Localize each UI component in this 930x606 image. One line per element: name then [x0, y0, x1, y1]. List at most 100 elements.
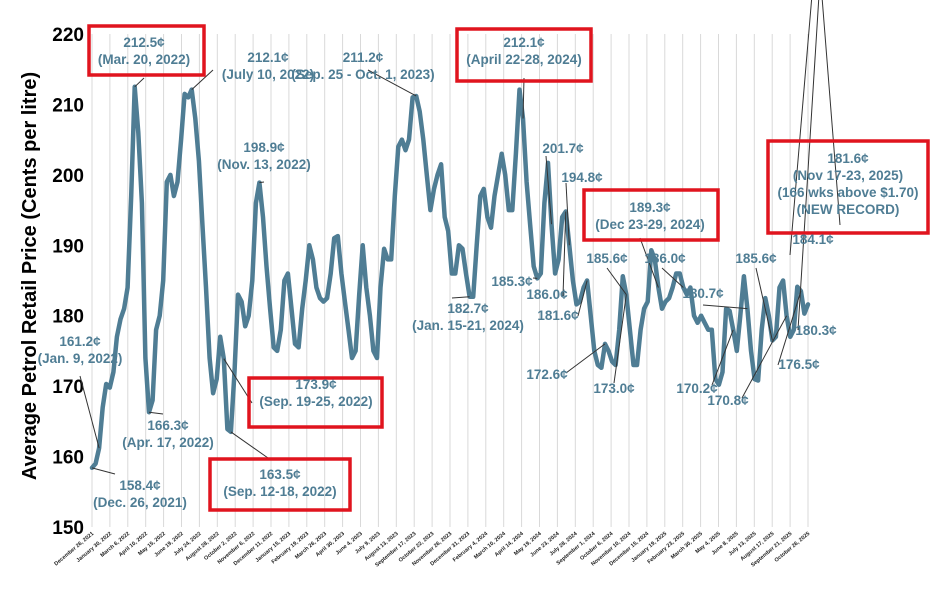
annotation-date: (Dec 23-29, 2024)	[595, 217, 705, 232]
leader-line	[661, 267, 684, 288]
y-tick-label: 220	[52, 25, 84, 46]
annotation-value: 198.9¢	[243, 140, 285, 155]
y-tick-label: 160	[52, 448, 84, 469]
annotation: 201.7¢	[542, 141, 584, 156]
annotation-value: 170.2¢	[676, 381, 718, 396]
annotation: 184.1¢	[792, 232, 834, 247]
annotation: 185.6¢	[735, 251, 777, 266]
y-axis-title: Average Petrol Retail Price (Cents per l…	[19, 72, 41, 480]
highlight-box	[455, 27, 593, 83]
annotation-date: (NEW RECORD)	[797, 202, 900, 217]
annotation-value: 184.1¢	[792, 232, 834, 247]
y-tick-label: 200	[52, 166, 84, 187]
annotation: 173.0¢	[593, 381, 635, 396]
annotation-date: (Apr. 17, 2022)	[122, 435, 214, 450]
highlight-box	[247, 376, 384, 429]
annotation: 181.6¢ (Nov 17-23, 2025) (166 wks above $1…	[777, 151, 918, 217]
annotation-value: 166.3¢	[147, 418, 189, 433]
highlight-box	[87, 24, 206, 77]
leader-line	[789, 0, 813, 256]
annotation-date: (Nov. 13, 2022)	[217, 157, 311, 172]
leader-line	[522, 77, 525, 119]
annotation-value: 173.0¢	[593, 381, 635, 396]
annotation: 185.6¢	[586, 251, 628, 266]
annotation-date: (Jan. 15-21, 2024)	[412, 318, 524, 333]
y-tick-label: 210	[52, 95, 84, 116]
annotation-leader-lines	[79, 0, 841, 475]
y-tick-label: 180	[52, 307, 84, 328]
leader-line	[451, 296, 470, 299]
leader-line	[797, 0, 820, 331]
annotation: 158.4¢ (Dec. 26, 2021)	[93, 478, 187, 510]
annotation-value: 201.7¢	[542, 141, 584, 156]
annotation: 186.0¢	[644, 251, 686, 266]
leader-line	[367, 69, 417, 97]
leader-line	[565, 343, 606, 374]
annotation-date: (Mar. 20, 2022)	[98, 52, 190, 67]
annotation-date: (Dec. 26, 2021)	[93, 495, 187, 510]
annotation: 161.2¢ (Jan. 9, 2022)	[38, 334, 123, 366]
annotation: 186.0¢	[526, 287, 568, 302]
y-tick-label: 150	[52, 518, 84, 539]
highlight-boxes	[87, 24, 930, 512]
annotation: 176.5¢	[778, 357, 820, 372]
annotation-value: 181.6¢	[827, 151, 869, 166]
annotation: 198.9¢ (Nov. 13, 2022)	[217, 140, 311, 172]
leader-line	[91, 467, 116, 475]
annotation-value: 211.2¢	[343, 50, 384, 65]
annotation: 170.2¢	[676, 381, 718, 396]
leader-line	[711, 329, 734, 386]
leader-line	[134, 77, 145, 88]
annotation-value: 172.6¢	[526, 367, 568, 382]
annotation: 166.3¢ (Apr. 17, 2022)	[122, 418, 214, 450]
annotation-value: 189.3¢	[629, 200, 671, 215]
annotation-value: 186.0¢	[644, 251, 686, 266]
leader-line	[606, 267, 627, 295]
annotation: 189.3¢ (Dec 23-29, 2024)	[595, 200, 705, 232]
annotation-date: (Jan. 9, 2022)	[38, 351, 123, 366]
highlight-box	[582, 188, 720, 242]
annotation: 180.7¢	[682, 286, 724, 301]
annotation-value: 186.0¢	[526, 287, 568, 302]
leader-line	[230, 431, 269, 459]
grid-lines	[91, 34, 809, 527]
leader-line	[191, 69, 214, 91]
annotation-value: 161.2¢	[59, 334, 101, 349]
leader-line	[545, 155, 553, 225]
y-axis: 150 160 170 180 190 200 210 220	[52, 25, 84, 539]
annotation: 180.3¢	[795, 323, 837, 338]
annotation: 172.6¢	[526, 367, 568, 382]
annotation-date: (Nov 17-23, 2025)	[793, 168, 903, 183]
leader-line	[565, 182, 570, 246]
annotation-value: 212.1¢	[247, 50, 289, 65]
y-tick-label: 190	[52, 236, 84, 257]
annotation: 212.5¢ (Mar. 20, 2022)	[98, 35, 190, 67]
annotation-date: (Sep. 25 - Oct. 1, 2023)	[291, 67, 434, 82]
annotation: 182.7¢ (Jan. 15-21, 2024)	[412, 301, 524, 333]
annotation-value: 170.8¢	[707, 393, 749, 408]
leader-line	[702, 304, 748, 310]
annotation: 211.2¢ (Sep. 25 - Oct. 1, 2023)	[291, 50, 434, 82]
annotation-value: 185.3¢	[491, 274, 533, 289]
leader-line	[577, 280, 588, 317]
annotation: 173.9¢ (Sep. 19-25, 2022)	[259, 377, 372, 409]
annotation-date: (April 22-28, 2024)	[466, 52, 582, 67]
annotation-value: 163.5¢	[259, 467, 301, 482]
annotation: 212.1¢ (April 22-28, 2024)	[466, 35, 582, 67]
annotation-date: (166 wks above $1.70)	[777, 185, 918, 200]
annotation-value: 185.6¢	[586, 251, 628, 266]
annotation: 181.6¢	[537, 308, 579, 323]
annotation-value: 176.5¢	[778, 357, 820, 372]
annotation-date: (July 10, 2022)	[222, 67, 314, 82]
annotation-value: 182.7¢	[447, 301, 489, 316]
leader-line	[821, 0, 841, 226]
annotation: 163.5¢ (Sep. 12-18, 2022)	[223, 467, 336, 499]
highlight-box	[766, 139, 930, 235]
annotation-value: 212.5¢	[123, 35, 165, 50]
annotation-value: 180.7¢	[682, 286, 724, 301]
annotation-value: 173.9¢	[295, 377, 337, 392]
annotation-date: (Sep. 12-18, 2022)	[223, 484, 336, 499]
leader-line	[639, 237, 659, 288]
